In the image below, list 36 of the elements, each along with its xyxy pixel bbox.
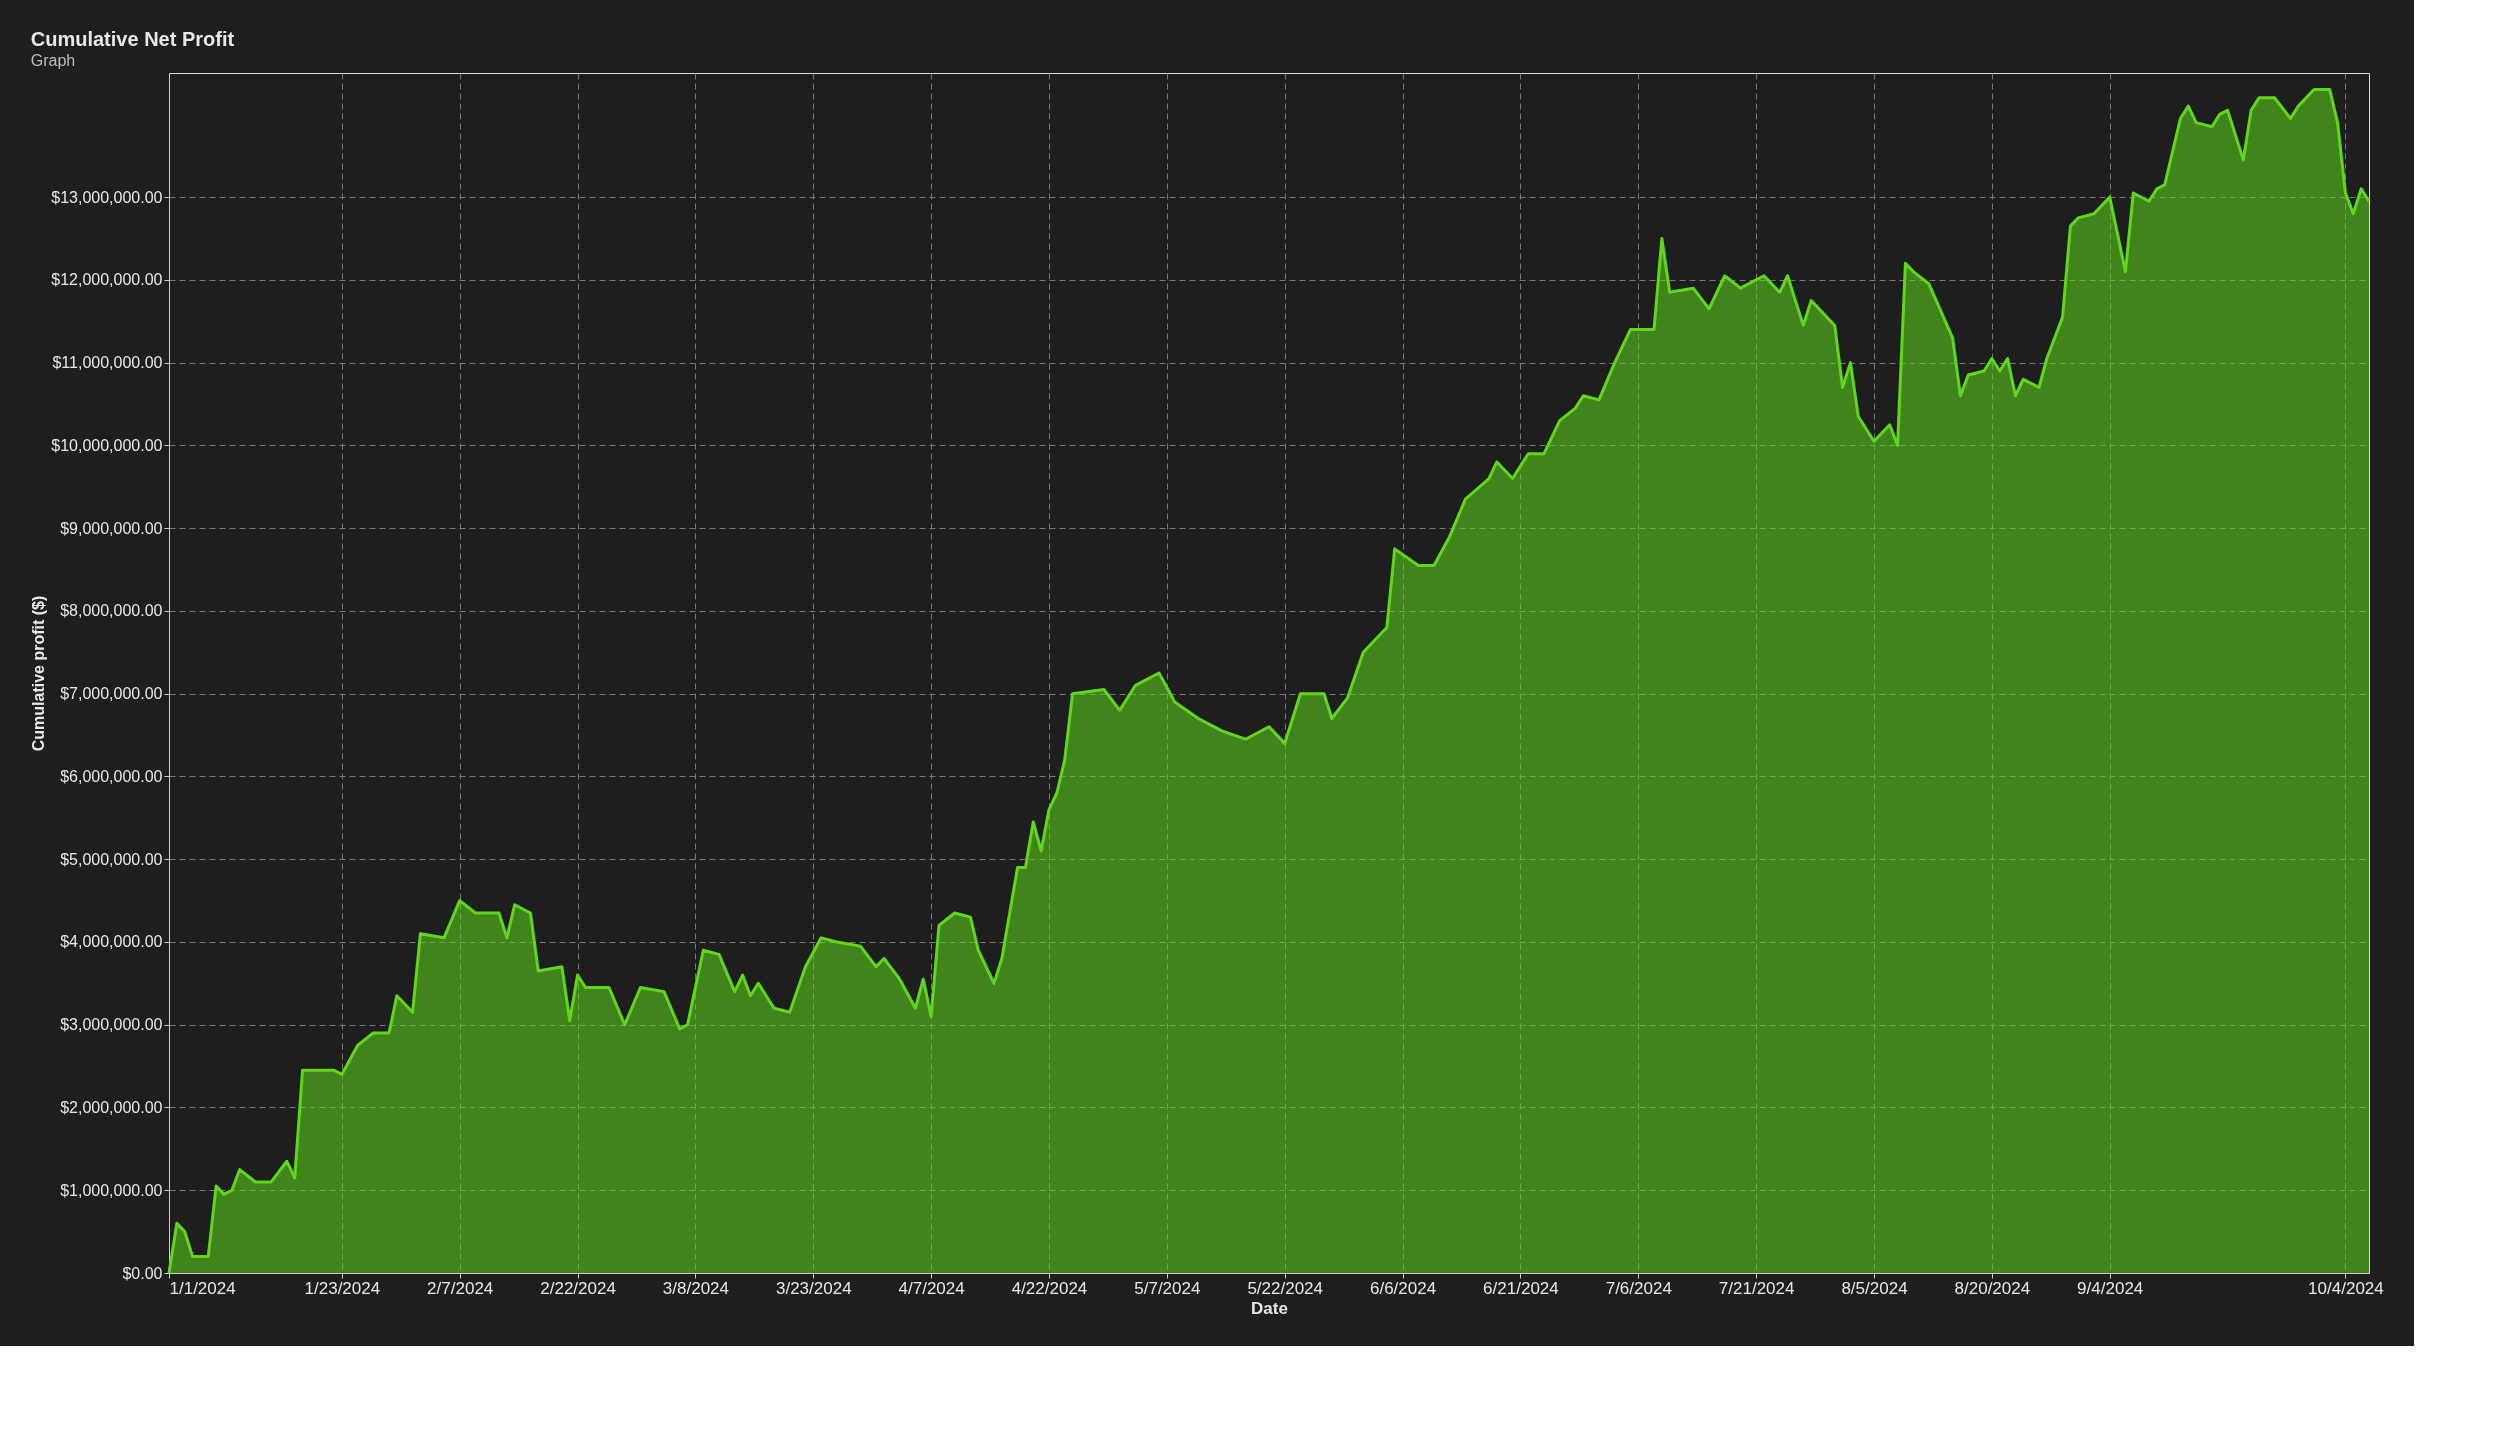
x-tick-label: 10/4/2024 <box>2308 1278 2384 1298</box>
x-tick-label: 3/23/2024 <box>775 1278 852 1298</box>
y-tick-label: $2,000,000.00 <box>60 1098 163 1116</box>
x-tick-label: 8/5/2024 <box>1841 1278 1908 1298</box>
x-tick-label: 6/6/2024 <box>1369 1278 1437 1298</box>
x-tick-label: 8/20/2024 <box>1954 1278 2031 1298</box>
x-tick-label: 7/21/2024 <box>1718 1278 1795 1298</box>
x-tick-label: 2/22/2024 <box>540 1278 616 1298</box>
x-tick-label: 1/1/2024 <box>169 1278 236 1298</box>
text: Graph <box>30 52 76 69</box>
x-tick-label: 1/23/2024 <box>304 1278 381 1298</box>
y-tick-label: $6,000,000.00 <box>60 767 163 785</box>
x-tick-label: 9/4/2024 <box>2077 1278 2144 1298</box>
y-tick-label: $5,000,000.00 <box>60 850 163 868</box>
x-tick-label: 2/7/2024 <box>427 1278 494 1298</box>
x-tick-label: 3/8/2024 <box>662 1278 730 1298</box>
y-tick-label: $1,000,000.00 <box>60 1181 163 1199</box>
y-tick-label: $8,000,000.00 <box>60 602 163 620</box>
x-axis-title: Date <box>1251 1298 1288 1318</box>
x-tick-label: 4/7/2024 <box>898 1278 965 1298</box>
y-tick-label: $9,000,000.00 <box>60 519 163 537</box>
y-tick-label: $10,000,000.00 <box>51 436 163 454</box>
y-tick-label: $3,000,000.00 <box>60 1016 163 1034</box>
x-tick-label: 5/7/2024 <box>1134 1278 1201 1298</box>
y-tick-label: $12,000,000.00 <box>51 271 163 289</box>
y-tick-label: $4,000,000.00 <box>60 933 163 951</box>
y-axis-title: Cumulative profit ($) <box>30 595 48 752</box>
x-tick-label: 4/22/2024 <box>1011 1278 1088 1298</box>
y-tick-label: $11,000,000.00 <box>52 354 163 372</box>
x-tick-label: 5/22/2024 <box>1247 1278 1324 1298</box>
x-tick-label: 7/6/2024 <box>1605 1278 1672 1298</box>
y-tick-label: $7,000,000.00 <box>60 685 163 703</box>
y-tick-label: $13,000,000.00 <box>51 188 163 206</box>
y-tick-label: $0.00 <box>122 1264 163 1282</box>
x-tick-label: 6/21/2024 <box>1483 1278 1559 1298</box>
chart-title: Cumulative Net Profit <box>30 28 235 50</box>
